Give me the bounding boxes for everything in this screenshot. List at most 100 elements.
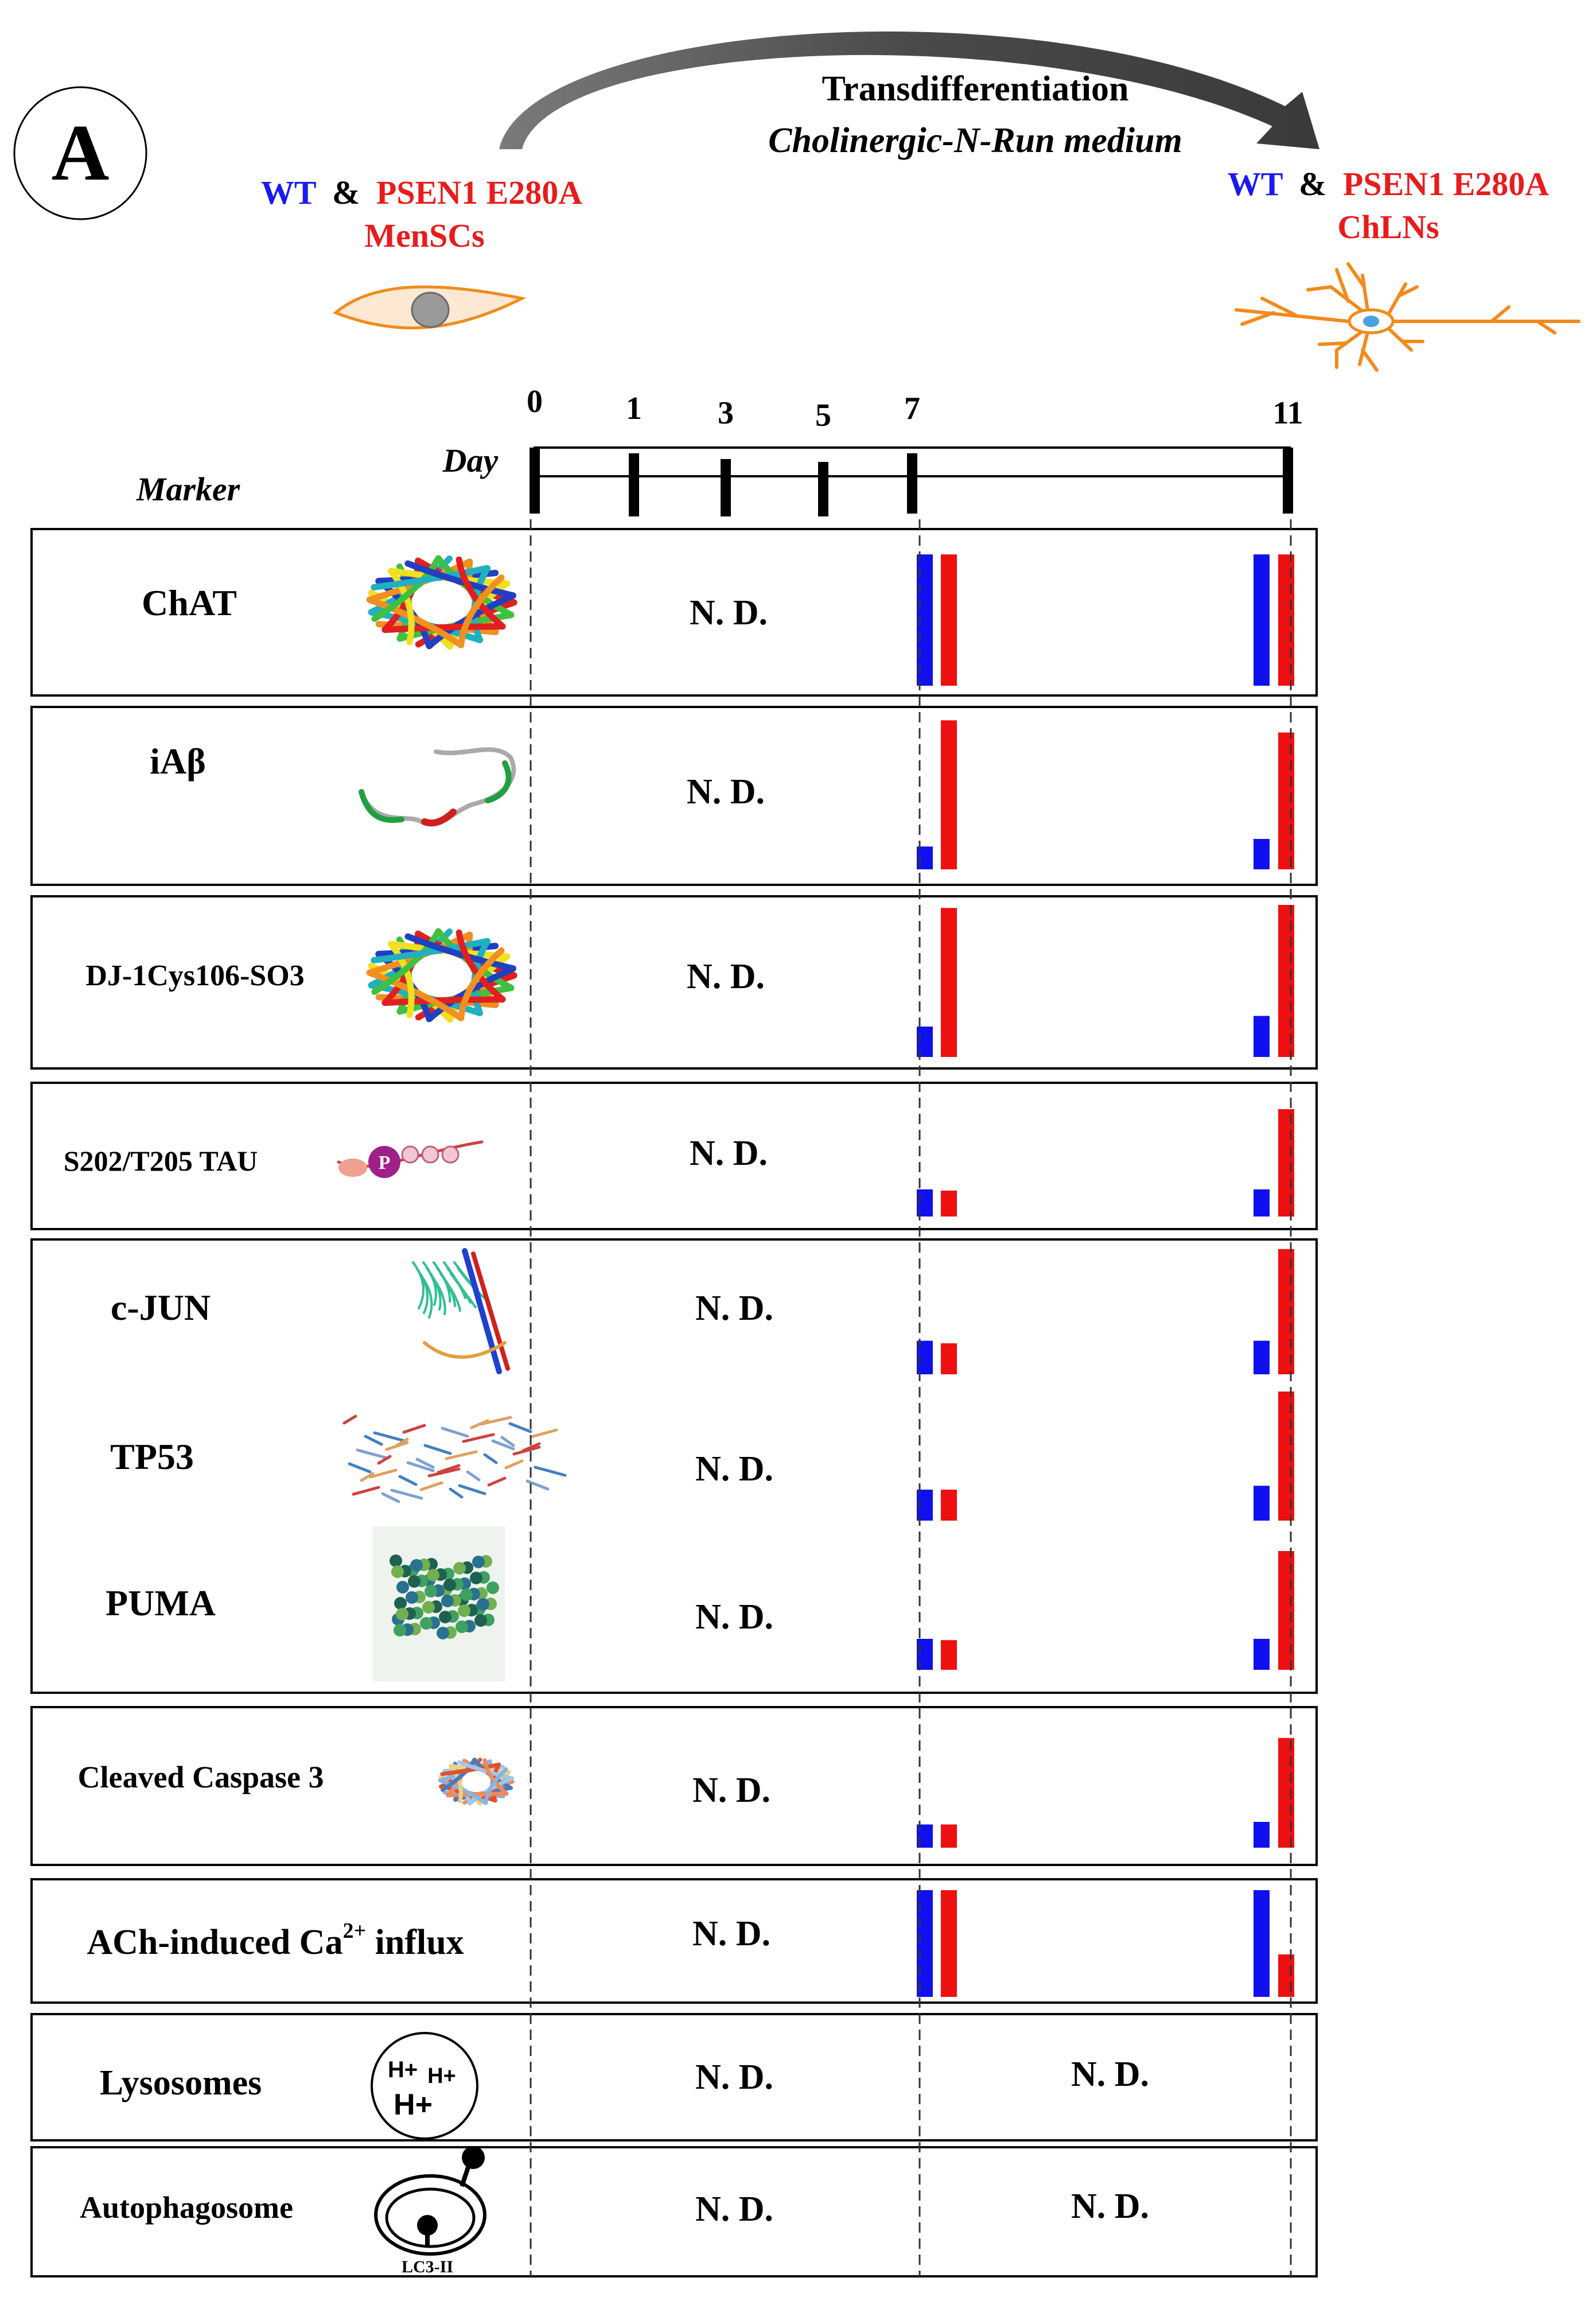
- timeline-day-label: 0: [527, 384, 543, 419]
- bar-day11-wt: [1254, 1890, 1270, 1997]
- puma-sphere: [477, 1598, 489, 1611]
- marker-row-box: [30, 1878, 1318, 2004]
- ribbon: [521, 1442, 541, 1452]
- ribbon: [471, 1252, 510, 1371]
- marker-label: S202/T205 TAU: [64, 1145, 258, 1177]
- ribbon: [387, 568, 415, 646]
- ribbon: [437, 1464, 461, 1474]
- right-mut-label: PSEN1 E280A: [1343, 165, 1549, 203]
- puma-sphere: [422, 1601, 435, 1614]
- ribbon: [423, 1444, 452, 1455]
- ribbon: [364, 1435, 383, 1446]
- ribbon: [404, 933, 516, 972]
- cjun-structure-icon: [412, 1248, 510, 1374]
- not-detected-label: N. D.: [1071, 2055, 1149, 2094]
- ribbon: [371, 928, 442, 995]
- proton-label: H+: [427, 2064, 456, 2088]
- bar-day7-mut: [941, 1190, 957, 1216]
- puma-sphere: [406, 1591, 418, 1604]
- ribbon: [348, 1462, 372, 1474]
- marker-label: PUMA: [106, 1583, 216, 1623]
- panel-label-circle: [13, 86, 147, 220]
- ribbon: [534, 1466, 567, 1477]
- ribbon: [421, 809, 457, 827]
- marker-label: Lysosomes: [100, 2063, 262, 2102]
- left-wt-label: WT: [261, 174, 316, 211]
- ribbon: [449, 1487, 464, 1499]
- left-amp-label: &: [332, 174, 360, 211]
- right-amp-label: &: [1299, 165, 1326, 203]
- marker-label: Autophagosome: [80, 2190, 293, 2225]
- puma-sphere: [443, 1579, 456, 1591]
- ribbon: [456, 556, 506, 630]
- ribbon: [456, 929, 506, 1003]
- caspase3-structure-icon: [438, 1758, 515, 1806]
- puma-sphere: [486, 1581, 499, 1594]
- ribbon: [487, 1476, 507, 1487]
- ribbon: [438, 1778, 488, 1805]
- puma-sphere: [425, 1585, 437, 1598]
- ribbon: [429, 1273, 446, 1315]
- ribbon: [377, 1455, 392, 1465]
- marker-row-box: [30, 2146, 1318, 2277]
- ribbon: [402, 1424, 426, 1434]
- marker-row-box: [30, 528, 1318, 697]
- right-wt-label: WT: [1228, 165, 1283, 203]
- bar-day11-mut: [1278, 1392, 1294, 1521]
- right-genotype-line: WT & PSEN1 E280A: [1228, 165, 1549, 203]
- bar-day11-wt: [1254, 1016, 1270, 1057]
- autophagosome-icon: LC3-II: [374, 2146, 486, 2276]
- ribbon: [530, 1428, 558, 1439]
- ribbon: [458, 574, 505, 648]
- ribbon: [371, 565, 491, 590]
- marker-label-after: influx: [366, 1923, 464, 1962]
- proton-label: H+: [388, 2057, 418, 2082]
- puma-sphere: [453, 1562, 466, 1575]
- arrow-subtitle: Cholinergic-N-Run medium: [768, 121, 1182, 160]
- bar-day11-mut: [1278, 905, 1294, 1057]
- ribbon: [458, 947, 505, 1021]
- ribbon: [419, 1273, 433, 1319]
- puma-sphere: [439, 1611, 451, 1623]
- not-detected-label: N. D.: [1071, 2187, 1149, 2226]
- ribbon: [360, 1472, 375, 1482]
- marker-row-box: [30, 895, 1318, 1070]
- lc3-label: LC3-II: [402, 2257, 453, 2276]
- ribbon: [466, 1470, 481, 1482]
- ribbon: [398, 1475, 418, 1486]
- ribbon: [485, 760, 512, 803]
- marker-column-label: Marker: [136, 471, 240, 508]
- bar-day7-mut: [941, 720, 957, 869]
- puma-sphere: [391, 1565, 404, 1578]
- bar-day11-wt: [1254, 554, 1270, 686]
- ribbon: [422, 1261, 437, 1306]
- mensc-cell-icon: [333, 285, 527, 329]
- marker-label-sup: 2+: [342, 1919, 366, 1943]
- puma-sphere: [427, 1569, 439, 1581]
- puma-sphere: [437, 1627, 449, 1639]
- bar-day11-wt: [1254, 1822, 1270, 1848]
- puma-sphere: [396, 1581, 409, 1593]
- puma-sphere: [470, 1572, 482, 1584]
- bar-day11-wt: [1254, 1486, 1270, 1521]
- ribbon: [508, 1422, 532, 1433]
- marker-label: ChAT: [142, 582, 237, 623]
- ribbon: [462, 1248, 502, 1374]
- autophagosome-inner: [385, 2187, 476, 2248]
- puma-sphere: [390, 1554, 402, 1567]
- tau-bead: [338, 1159, 367, 1177]
- arrow-title: Transdifferentiation: [822, 69, 1128, 108]
- ribbon: [483, 1453, 498, 1464]
- marker-label: ACh-induced Ca2+ influx: [87, 1919, 464, 1962]
- left-cell-label: MenSCs: [364, 217, 484, 254]
- bar-day11-wt: [1254, 1340, 1270, 1374]
- tau-bead: [421, 1145, 439, 1164]
- puma-sphere: [410, 1559, 423, 1572]
- not-detected-label: N. D.: [687, 772, 765, 811]
- not-detected-label: N. D.: [695, 2190, 773, 2229]
- timeline-day-label: 7: [904, 391, 920, 426]
- phospho-site: [368, 1146, 400, 1178]
- puma-sphere: [441, 1595, 454, 1607]
- bar-day11-mut: [1278, 732, 1294, 869]
- ribbon: [491, 1439, 515, 1451]
